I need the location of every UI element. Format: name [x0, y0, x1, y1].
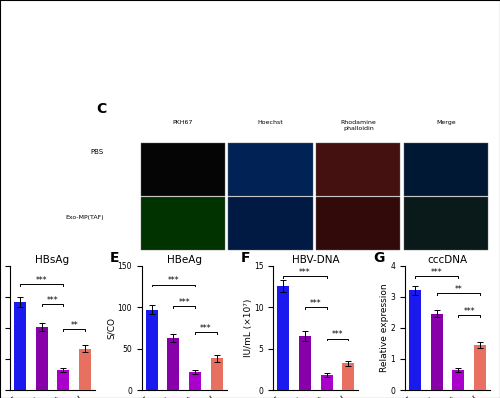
Text: E: E — [110, 251, 119, 265]
Bar — [436, 103, 439, 104]
Bar — [397, 42, 400, 104]
Bar — [79, 349, 91, 390]
Bar — [58, 370, 70, 390]
Text: ***: *** — [332, 330, 344, 339]
Bar — [146, 310, 158, 390]
Text: ***: *** — [431, 268, 442, 277]
Bar — [402, 29, 406, 104]
Bar — [428, 97, 430, 104]
Bar — [408, 34, 411, 104]
Bar — [406, 29, 408, 104]
Bar — [378, 100, 380, 104]
Y-axis label: IU/mL (×10⁷): IU/mL (×10⁷) — [244, 298, 252, 357]
Bar — [316, 197, 400, 250]
FancyBboxPatch shape — [34, 123, 66, 150]
Text: F: F — [241, 251, 250, 265]
Text: CD81: CD81 — [0, 70, 8, 76]
Bar — [414, 53, 416, 104]
Bar — [36, 327, 48, 390]
Bar — [452, 370, 464, 390]
Text: ***: *** — [36, 276, 48, 285]
Bar — [140, 143, 225, 196]
Text: PBS: PBS — [90, 149, 104, 155]
Bar — [420, 76, 422, 104]
Text: Exo-MP(TAF): Exo-MP(TAF) — [72, 18, 116, 24]
Text: ***: *** — [310, 299, 322, 308]
Text: G: G — [373, 251, 384, 265]
FancyBboxPatch shape — [22, 57, 118, 96]
Text: GAPDH: GAPDH — [0, 194, 8, 200]
Y-axis label: S/CO: S/CO — [107, 317, 116, 339]
Text: C: C — [96, 102, 107, 116]
FancyBboxPatch shape — [76, 62, 108, 89]
FancyBboxPatch shape — [76, 123, 108, 150]
Bar — [404, 197, 488, 250]
Bar — [386, 85, 388, 104]
Title: HBeAg: HBeAg — [166, 255, 202, 265]
Text: ***: *** — [178, 298, 190, 307]
FancyBboxPatch shape — [34, 186, 66, 213]
Bar — [211, 359, 223, 390]
Text: Hoechst: Hoechst — [258, 120, 283, 125]
Title: cccDNA: cccDNA — [428, 255, 468, 265]
Bar — [394, 53, 397, 104]
Text: A: A — [12, 0, 23, 3]
Bar — [383, 92, 386, 104]
Bar — [372, 103, 374, 104]
Text: ***: *** — [299, 268, 311, 277]
Text: Exo-MP(TAF): Exo-MP(TAF) — [65, 215, 104, 220]
Bar — [474, 345, 486, 390]
Text: B: B — [96, 0, 108, 6]
Text: ***: *** — [464, 307, 475, 316]
FancyBboxPatch shape — [76, 186, 108, 213]
Text: **: ** — [454, 285, 462, 294]
Bar — [400, 34, 402, 104]
Bar — [374, 102, 378, 104]
Text: TSG101: TSG101 — [0, 131, 8, 137]
FancyBboxPatch shape — [22, 117, 118, 156]
Bar — [320, 375, 332, 390]
Bar — [228, 143, 312, 196]
Bar — [189, 372, 201, 390]
Bar — [299, 336, 311, 390]
Bar — [404, 143, 488, 196]
Text: ***: *** — [168, 277, 179, 285]
Bar — [431, 100, 434, 104]
Bar — [430, 314, 442, 390]
Bar — [380, 97, 383, 104]
Text: ***: *** — [46, 296, 58, 305]
Title: HBsAg: HBsAg — [36, 255, 70, 265]
Text: ***: *** — [200, 324, 211, 333]
Text: Merge: Merge — [436, 120, 456, 125]
Bar — [277, 286, 289, 390]
FancyBboxPatch shape — [22, 180, 118, 219]
Bar — [316, 143, 400, 196]
Bar — [411, 42, 414, 104]
Bar — [425, 92, 428, 104]
Text: Rhodamine
phalloidin: Rhodamine phalloidin — [340, 120, 376, 131]
Title: HBV-DNA: HBV-DNA — [292, 255, 340, 265]
Text: NC [MP]: NC [MP] — [40, 18, 68, 24]
Bar — [388, 76, 392, 104]
Y-axis label: Relative expression: Relative expression — [380, 283, 389, 372]
Bar — [228, 197, 312, 250]
Text: PKH67: PKH67 — [172, 120, 193, 125]
Bar — [422, 85, 425, 104]
Bar — [409, 291, 421, 390]
FancyBboxPatch shape — [139, 8, 322, 109]
FancyBboxPatch shape — [328, 8, 490, 109]
FancyBboxPatch shape — [34, 62, 66, 89]
Bar — [168, 338, 179, 390]
Bar — [140, 197, 225, 250]
Bar — [342, 363, 354, 390]
Bar — [14, 302, 26, 390]
Bar — [434, 102, 436, 104]
Bar — [416, 65, 420, 104]
Text: **: ** — [70, 321, 78, 330]
Bar — [392, 65, 394, 104]
